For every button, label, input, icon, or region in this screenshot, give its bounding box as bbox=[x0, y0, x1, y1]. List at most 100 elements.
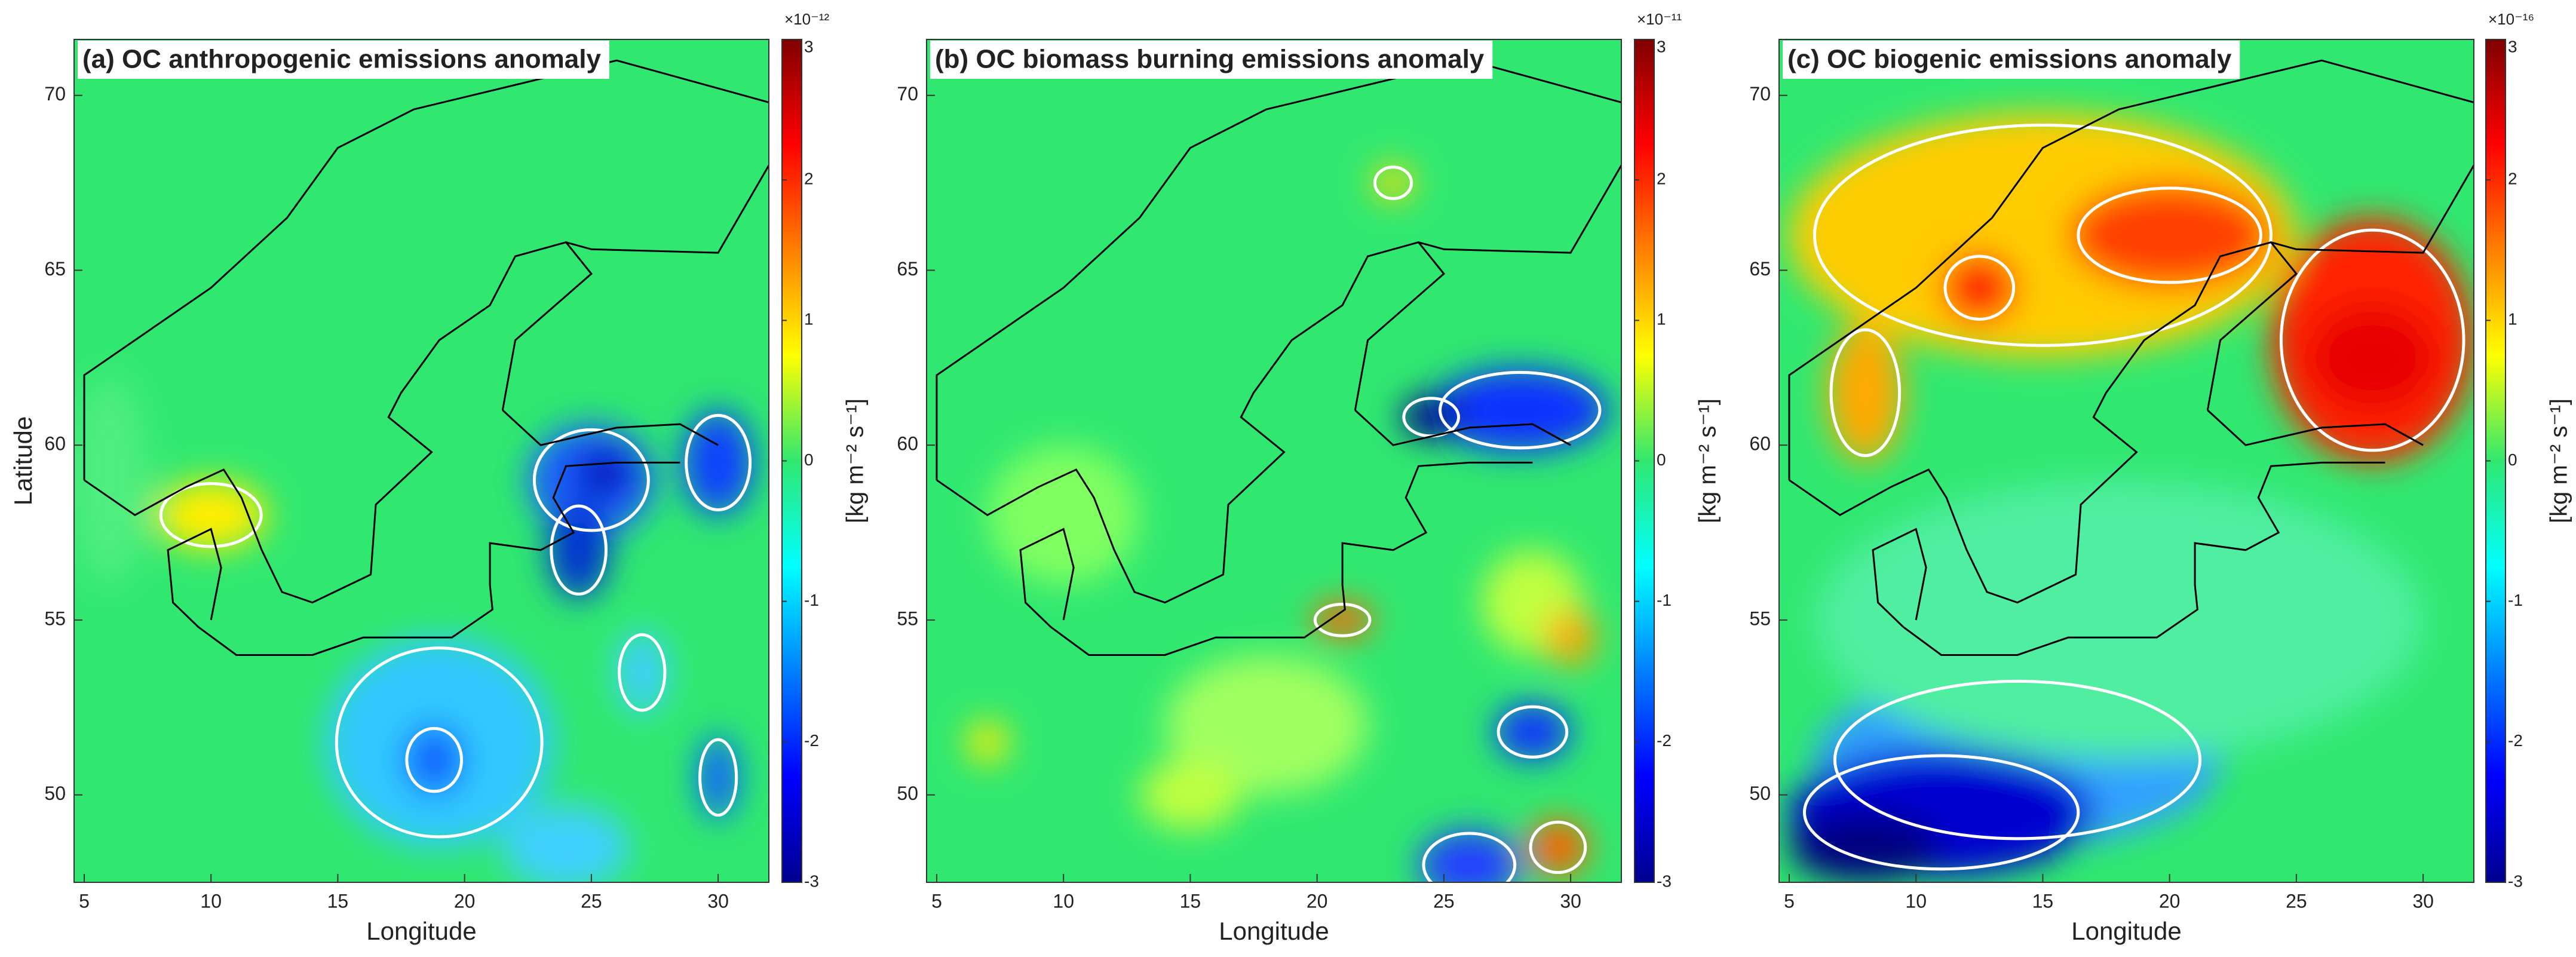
coastline bbox=[1788, 59, 2474, 480]
anomaly-blob bbox=[1814, 480, 2424, 760]
field bbox=[74, 39, 769, 882]
coastline bbox=[84, 165, 769, 604]
coastline bbox=[1789, 165, 2474, 604]
contour bbox=[1833, 679, 2202, 841]
y-tick-label: 55 bbox=[44, 608, 66, 629]
y-tick-label: 50 bbox=[1749, 783, 1771, 804]
x-tick-label: 30 bbox=[707, 890, 729, 912]
x-axis-label: Longitude bbox=[1219, 917, 1329, 945]
x-tick-label: 15 bbox=[2032, 890, 2054, 912]
anomaly-blob bbox=[2309, 305, 2436, 410]
colorbar-tick-label: 0 bbox=[1657, 450, 1666, 469]
anomaly-blob bbox=[987, 445, 1140, 585]
contour bbox=[532, 428, 650, 532]
anomaly-blob bbox=[74, 375, 148, 585]
anomaly-blob bbox=[2068, 183, 2271, 288]
y-tick-label: 55 bbox=[897, 608, 918, 629]
y-tick-label: 65 bbox=[1749, 258, 1771, 280]
y-tick-label: 50 bbox=[44, 783, 66, 804]
y-tick-label: 65 bbox=[44, 258, 66, 280]
x-tick-label: 10 bbox=[1905, 890, 1927, 912]
contour bbox=[405, 726, 464, 793]
y-tick-label: 60 bbox=[44, 433, 66, 455]
axes-frame bbox=[926, 39, 1622, 883]
coastline bbox=[936, 59, 1621, 480]
colorbar-tick-label: -2 bbox=[804, 731, 819, 750]
anomaly-blob bbox=[1789, 812, 1942, 882]
anomaly-field bbox=[74, 375, 754, 882]
panel-title: (b) OC biomass burning emissions anomaly bbox=[935, 45, 1485, 74]
colorbar-tick-label: -3 bbox=[1657, 872, 1672, 890]
anomaly-blob bbox=[698, 735, 739, 820]
x-axis-label: Longitude bbox=[366, 917, 477, 945]
y-tick-label: 70 bbox=[1749, 83, 1771, 105]
coastline bbox=[502, 409, 719, 446]
y-tick-label: 65 bbox=[897, 258, 918, 280]
map-panel: 5 10 15 20 25 305055606570LongitudeLatitude(a… bbox=[9, 10, 868, 945]
coastline bbox=[2207, 409, 2424, 446]
anomaly-blob bbox=[1941, 253, 2017, 323]
x-tick-label: 10 bbox=[1053, 890, 1074, 912]
x-axis-label: Longitude bbox=[2071, 917, 2182, 945]
x-tick-label: 20 bbox=[1307, 890, 1328, 912]
colorbar-tick-label: -1 bbox=[2508, 591, 2523, 609]
contour bbox=[1529, 820, 1587, 875]
anomaly-blob bbox=[155, 480, 267, 550]
anomaly-blob bbox=[1373, 165, 1413, 201]
colorbar-tick-label: 2 bbox=[2508, 170, 2517, 188]
contour bbox=[1422, 832, 1517, 882]
colorbar-tick-label: 1 bbox=[2508, 310, 2517, 329]
contour bbox=[1439, 370, 1602, 450]
y-tick-label: 50 bbox=[897, 783, 918, 804]
colorbar-scale: ×10⁻¹¹ bbox=[1637, 10, 1682, 28]
anomaly-blob bbox=[574, 449, 635, 498]
contour bbox=[685, 413, 752, 511]
coastline bbox=[936, 165, 1621, 604]
anomaly-blob bbox=[502, 805, 630, 882]
colorbar-label: [kg m⁻² s⁻¹] bbox=[842, 398, 869, 523]
x-tick-label: 5 bbox=[79, 890, 90, 912]
colorbar-label: [kg m⁻² s⁻¹] bbox=[1695, 398, 1721, 523]
anomaly-blob bbox=[617, 630, 668, 714]
x-tick-label: 15 bbox=[327, 890, 349, 912]
anomaly-field bbox=[1789, 112, 2474, 882]
colorbar-tick-label: -3 bbox=[804, 872, 819, 890]
anomaly-blob bbox=[1400, 396, 1462, 438]
x-tick-label: 10 bbox=[200, 890, 222, 912]
x-tick-label: 30 bbox=[1560, 890, 1581, 912]
contour bbox=[1313, 603, 1372, 637]
anomaly-blob bbox=[1418, 830, 1520, 882]
x-tick-label: 25 bbox=[2286, 890, 2307, 912]
anomaly-blob bbox=[1827, 323, 1903, 463]
contour bbox=[698, 738, 738, 817]
y-tick-label: 70 bbox=[44, 83, 66, 105]
coastline bbox=[2206, 241, 2298, 410]
coastline bbox=[1019, 461, 1533, 656]
colorbar-tick-label: -1 bbox=[804, 591, 819, 609]
contour bbox=[159, 482, 263, 548]
panel-title: (c) OC biogenic emissions anomaly bbox=[1787, 45, 2232, 74]
contour bbox=[1496, 705, 1569, 759]
anomaly-blob bbox=[1789, 112, 2296, 358]
colorbar-tick-label: 0 bbox=[804, 450, 814, 469]
contour bbox=[1373, 165, 1413, 200]
contour bbox=[1829, 328, 1902, 458]
contour bbox=[618, 633, 667, 712]
colorbar-scale: ×10⁻¹² bbox=[784, 10, 829, 28]
coastline bbox=[1872, 461, 2385, 656]
anomaly-blob bbox=[967, 721, 1008, 763]
y-tick-label: 60 bbox=[897, 433, 918, 455]
colorbar-tick-label: 3 bbox=[2508, 37, 2517, 56]
anomaly-blob bbox=[1527, 819, 1588, 876]
contour bbox=[1802, 754, 2080, 871]
title-box bbox=[1783, 41, 2240, 79]
x-tick-label: 25 bbox=[1433, 890, 1455, 912]
y-axis-label: Latitude bbox=[9, 416, 37, 505]
field bbox=[927, 39, 1621, 882]
field bbox=[1779, 39, 2474, 882]
colorbar-tick-label: -2 bbox=[2508, 731, 2523, 750]
coastline bbox=[1354, 409, 1571, 446]
coastline bbox=[167, 461, 680, 656]
